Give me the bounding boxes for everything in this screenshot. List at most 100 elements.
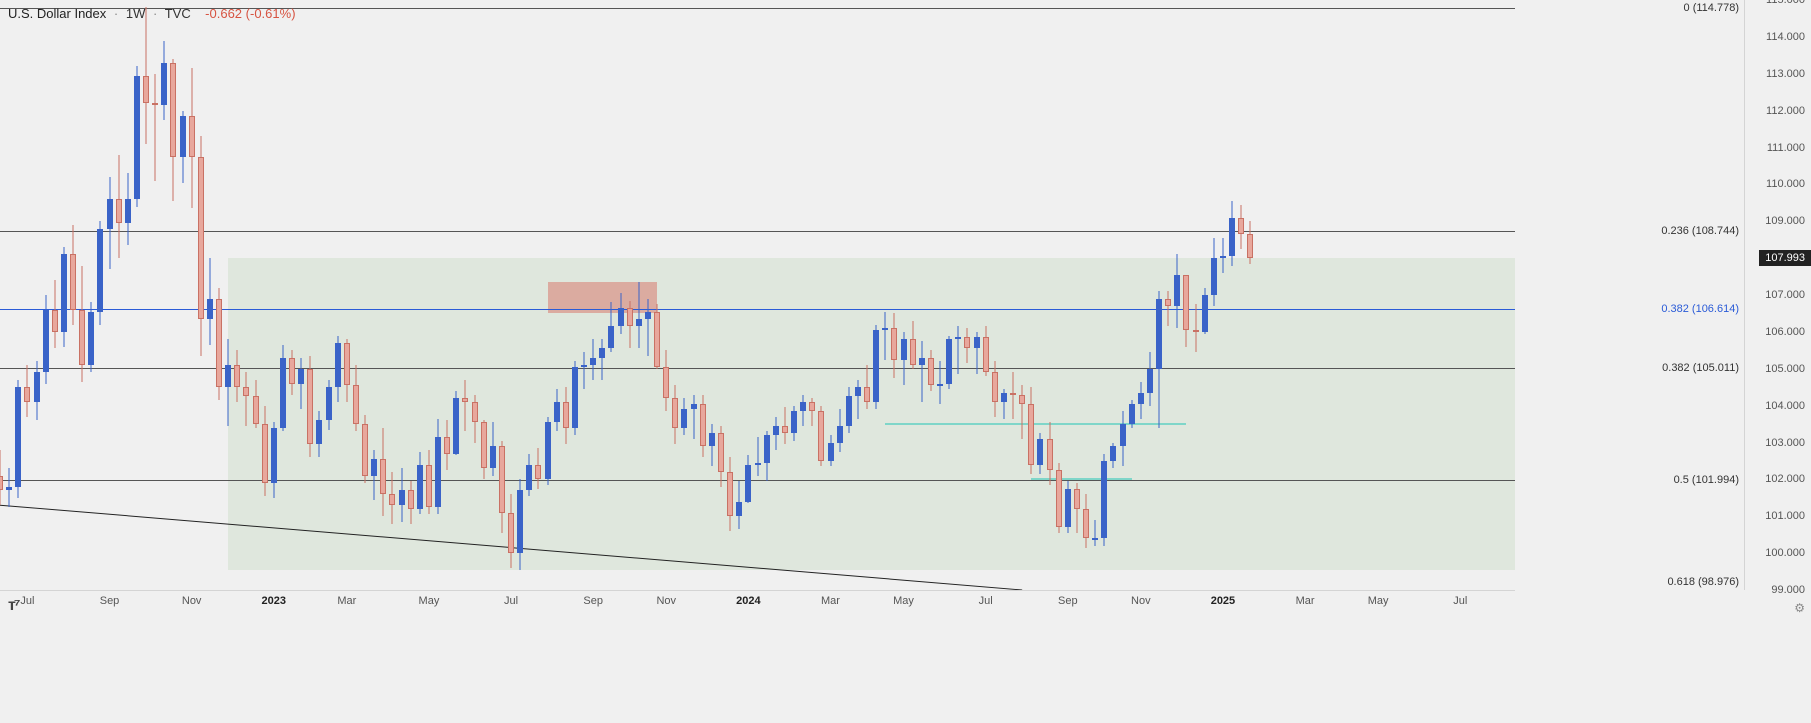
price-axis[interactable]: 99.000100.000101.000102.000103.000104.00… <box>1744 0 1811 590</box>
xaxis-tick-label: Mar <box>337 595 356 607</box>
support-line <box>885 423 1186 425</box>
candle <box>408 481 414 523</box>
chart-plot-area[interactable] <box>0 0 1515 590</box>
yaxis-tick-label: 105.000 <box>1765 363 1805 375</box>
candle <box>0 450 3 505</box>
candle <box>910 321 916 369</box>
candle <box>873 325 879 410</box>
yaxis-tick-label: 111.000 <box>1767 142 1805 154</box>
candle <box>453 391 459 456</box>
candle <box>1074 483 1080 533</box>
xaxis-tick-label: Jul <box>504 595 518 607</box>
candle <box>134 66 140 206</box>
yaxis-tick-label: 103.000 <box>1765 437 1805 449</box>
xaxis-tick-label: 2023 <box>262 595 286 607</box>
candle <box>79 266 85 382</box>
candle <box>380 428 386 517</box>
candle <box>964 328 970 363</box>
candle <box>782 407 788 444</box>
candle <box>1129 400 1135 428</box>
xaxis-tick-label: 2025 <box>1211 595 1235 607</box>
candle <box>1047 422 1053 485</box>
candle <box>198 136 204 355</box>
candle <box>955 326 961 374</box>
candle <box>608 302 614 352</box>
xaxis-tick-label: Mar <box>1296 595 1315 607</box>
candle <box>444 420 450 470</box>
candle <box>143 7 149 143</box>
fib-label-gutter: 0 (114.778)0.236 (108.744)0.382 (106.614… <box>1515 0 1745 590</box>
fib-level-label: 0.618 (98.976) <box>1665 576 1741 588</box>
candle <box>1202 288 1208 334</box>
candle <box>581 352 587 389</box>
candle <box>371 450 377 500</box>
candle <box>736 481 742 529</box>
candle <box>535 448 541 489</box>
candle <box>636 282 642 348</box>
candle <box>974 332 980 374</box>
candle <box>1037 433 1043 474</box>
candle <box>1110 443 1116 469</box>
candle <box>1165 291 1171 326</box>
candle <box>243 372 249 425</box>
time-axis[interactable]: JulSepNov2023MarMayJulSepNov2024MarMayJu… <box>0 590 1515 617</box>
yaxis-tick-label: 106.000 <box>1765 326 1805 338</box>
candle <box>490 422 496 475</box>
xaxis-tick-label: May <box>893 595 914 607</box>
settings-gear-icon[interactable]: ⚙ <box>1794 601 1805 615</box>
xaxis-tick-label: Sep <box>1058 595 1078 607</box>
candle <box>335 336 341 402</box>
candle <box>262 406 268 496</box>
candle <box>755 437 761 476</box>
candle <box>326 380 332 430</box>
candle <box>1220 238 1226 273</box>
change-abs: -0.662 <box>205 6 242 21</box>
candle <box>1065 481 1071 533</box>
yaxis-tick-label: 100.000 <box>1765 547 1805 559</box>
candle <box>499 441 505 533</box>
yaxis-tick-label: 101.000 <box>1765 510 1805 522</box>
candle <box>681 398 687 435</box>
candle <box>1138 382 1144 419</box>
candle <box>52 280 58 348</box>
xaxis-tick-label: Nov <box>1131 595 1151 607</box>
candle <box>189 68 195 208</box>
candle <box>937 361 943 403</box>
fib-level-label: 0.5 (101.994) <box>1672 474 1741 486</box>
candle <box>526 454 532 496</box>
xaxis-tick-label: Jul <box>979 595 993 607</box>
fib-level-label: 0.382 (106.614) <box>1659 303 1741 315</box>
candle <box>481 420 487 479</box>
candle <box>462 380 468 432</box>
candle <box>599 339 605 380</box>
candle <box>818 406 824 467</box>
candle <box>152 74 158 181</box>
yaxis-tick-label: 107.000 <box>1765 289 1805 301</box>
candle <box>1028 387 1034 474</box>
candle <box>837 409 843 451</box>
candle <box>709 424 715 466</box>
yaxis-tick-label: 99.000 <box>1771 584 1805 596</box>
candle <box>1092 520 1098 546</box>
candle <box>280 345 286 432</box>
candle <box>1183 275 1189 347</box>
candle <box>517 479 523 569</box>
candle <box>207 258 213 345</box>
yaxis-tick-label: 113.000 <box>1766 68 1805 80</box>
candle <box>15 380 21 498</box>
fib-level-label: 0 (114.778) <box>1682 2 1741 14</box>
candle <box>1101 454 1107 546</box>
candle <box>946 336 952 389</box>
candle <box>828 435 834 466</box>
current-price-tag: 107.993 <box>1759 250 1811 266</box>
chart-header: U.S. Dollar Index · 1W · TVC -0.662 (-0.… <box>8 6 296 21</box>
horizontal-level-line <box>0 231 1515 232</box>
candle <box>389 472 395 524</box>
candle <box>809 398 815 426</box>
symbol-title: U.S. Dollar Index <box>8 6 106 21</box>
xaxis-tick-label: Sep <box>100 595 120 607</box>
horizontal-level-line <box>0 309 1515 310</box>
candle <box>1238 205 1244 249</box>
candle <box>307 356 313 457</box>
candle <box>645 299 651 356</box>
